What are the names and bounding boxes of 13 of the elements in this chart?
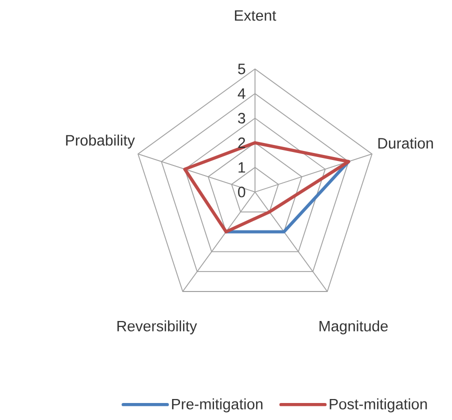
legend-label: Post-mitigation (330, 398, 427, 412)
spoke-label: Probability (66, 134, 135, 149)
y-tick-label: 3 (238, 112, 246, 124)
legend-label: Pre-mitigation (172, 398, 262, 412)
y-tick-label: 5 (238, 64, 246, 74)
y-tick-label: 4 (238, 88, 246, 99)
spoke-label: Reversibility (117, 320, 198, 334)
spoke-label: Duration (378, 138, 433, 149)
spoke-label: Magnitude (320, 320, 388, 334)
y-tick-label: 1 (238, 162, 246, 173)
y-tick-label: 0 (238, 186, 246, 198)
spoke-label: Extent (234, 10, 276, 21)
y-tick-label: 2 (238, 138, 246, 148)
